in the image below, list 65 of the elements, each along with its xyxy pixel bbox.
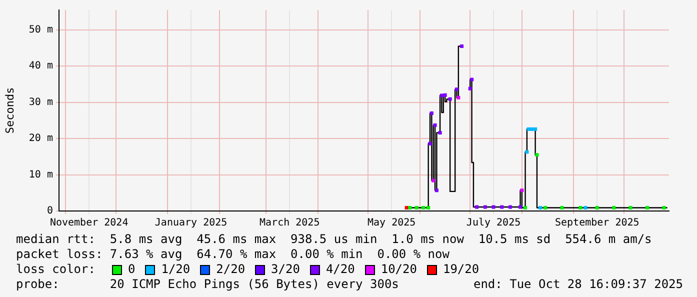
y-tick-label: 20 m xyxy=(28,133,53,144)
point xyxy=(438,131,442,135)
point xyxy=(500,205,504,209)
legend-title: loss color: xyxy=(16,262,96,277)
y-tick-label: 10 m xyxy=(28,169,53,180)
legend-label: 10/20 xyxy=(380,262,417,277)
legend-label: 4/20 xyxy=(326,262,355,277)
point xyxy=(628,206,632,210)
legend-label: 19/20 xyxy=(442,262,480,277)
point xyxy=(538,206,542,210)
text: packet loss: 7.63 % avg 64.70 % max 0.00 % min 0.00 % now xyxy=(16,247,450,262)
point xyxy=(470,78,474,82)
y-axis-title: Seconds xyxy=(3,87,16,134)
point xyxy=(584,206,588,210)
point xyxy=(432,178,436,182)
point xyxy=(483,205,487,209)
y-tick-label: 40 m xyxy=(28,60,53,72)
point xyxy=(443,93,447,97)
x-tick-label: September 2025 xyxy=(554,218,640,229)
point xyxy=(426,206,430,210)
point xyxy=(448,97,452,101)
point xyxy=(612,206,616,210)
point xyxy=(468,86,472,90)
x-tick-label: July 2025 xyxy=(466,218,521,229)
point xyxy=(530,127,534,131)
point xyxy=(560,206,564,210)
point xyxy=(460,44,464,48)
point xyxy=(535,153,539,157)
x-tick-label: May 2025 xyxy=(367,218,416,229)
point xyxy=(518,205,522,209)
point xyxy=(578,206,582,210)
point xyxy=(414,206,418,210)
point xyxy=(534,127,538,131)
text: median rtt: 5.8 ms avg 45.6 ms max 938.5 us min 1.0 ms now 10.5 ms sd 554.6 m am/s xyxy=(16,232,653,247)
text: end: Tue Oct 28 16:09:37 2025 xyxy=(473,277,683,292)
point xyxy=(662,206,666,210)
x-tick-label: January 2025 xyxy=(154,218,228,229)
point xyxy=(422,206,426,210)
point xyxy=(595,206,599,210)
legend-label: 0 xyxy=(128,262,136,277)
point xyxy=(492,205,496,209)
point xyxy=(440,94,444,98)
point xyxy=(433,123,437,127)
point xyxy=(525,150,529,154)
point xyxy=(456,96,460,100)
point xyxy=(475,205,479,209)
point xyxy=(408,206,412,210)
point xyxy=(508,205,512,209)
x-tick-label: March 2025 xyxy=(260,218,320,229)
point xyxy=(430,111,434,115)
point xyxy=(524,206,528,210)
y-tick-label: 50 m xyxy=(28,24,53,36)
point xyxy=(428,142,432,146)
point xyxy=(434,188,438,192)
legend-label: 2/20 xyxy=(216,262,246,277)
legend-label: 1/20 xyxy=(161,262,190,277)
point xyxy=(544,206,548,210)
legend-label: 3/20 xyxy=(271,262,300,277)
point xyxy=(454,88,459,92)
text: probe: 20 ICMP Echo Pings (56 Bytes) every 300s xyxy=(16,277,399,292)
point xyxy=(520,188,524,192)
y-tick-label: 0 xyxy=(46,206,53,217)
y-tick-label: 30 m xyxy=(28,96,53,108)
point xyxy=(646,206,650,210)
x-tick-label: November 2024 xyxy=(50,218,128,229)
